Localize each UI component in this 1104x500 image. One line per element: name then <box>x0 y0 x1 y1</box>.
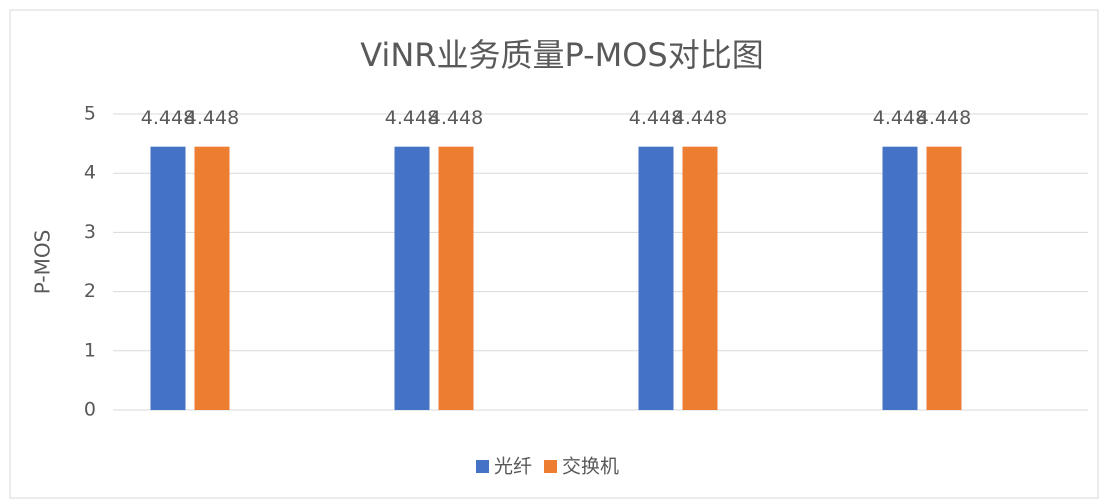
y-tick-label: 5 <box>84 103 96 125</box>
y-axis-label: P-MOS <box>31 230 55 295</box>
y-tick-label: 0 <box>84 399 96 421</box>
y-tick-label: 3 <box>84 221 96 243</box>
y-tick-label: 4 <box>84 162 96 184</box>
data-label: 4.448 <box>429 107 483 129</box>
data-label: 4.448 <box>385 107 439 129</box>
chart-title: ViNR业务质量P-MOS对比图 <box>360 36 764 74</box>
data-label: 4.448 <box>629 107 683 129</box>
data-label: 4.448 <box>917 107 971 129</box>
legend-label: 交换机 <box>562 456 619 478</box>
bar <box>682 146 718 410</box>
y-tick-label: 2 <box>84 280 96 302</box>
bar <box>638 146 674 410</box>
bar <box>394 146 430 410</box>
data-label: 4.448 <box>673 107 727 129</box>
bar <box>194 146 230 410</box>
legend-swatch <box>476 460 489 473</box>
bar <box>150 146 186 410</box>
bar <box>926 146 962 410</box>
data-label: 4.448 <box>141 107 195 129</box>
data-label: 4.448 <box>873 107 927 129</box>
y-tick-label: 1 <box>84 339 96 361</box>
bar <box>438 146 474 410</box>
legend-label: 光纤 <box>494 456 532 478</box>
bar <box>882 146 918 410</box>
data-label: 4.448 <box>185 107 239 129</box>
legend-swatch <box>544 460 558 473</box>
